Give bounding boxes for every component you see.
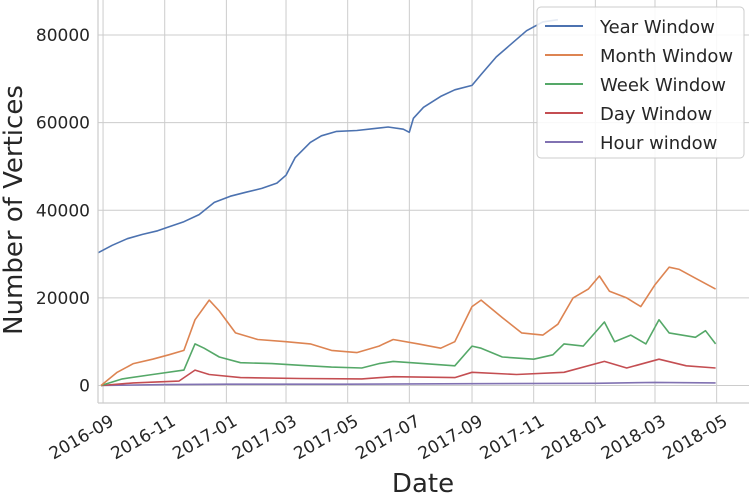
series-lines [97, 18, 717, 387]
legend: Year Window Month Window Week Window Day Wi… [536, 6, 745, 159]
y-tick-label: 0 [79, 376, 90, 396]
y-tick-label: 80000 [36, 26, 90, 46]
legend-label-week-window: Week Window [600, 75, 726, 96]
y-tick-labels: 0 20000 40000 60000 80000 [36, 26, 90, 396]
x-tick-label: 2017-09 [415, 411, 487, 464]
series-line-month-window [100, 266, 716, 387]
legend-label-day-window: Day Window [600, 104, 712, 125]
series-line-year-window [97, 18, 559, 254]
y-axis-title: Number of Vertices [0, 85, 29, 335]
y-tick-label: 40000 [36, 201, 90, 221]
gridlines [98, 0, 749, 403]
x-tick-labels: 2016-092016-112017-012017-032017-052017-… [46, 411, 731, 464]
x-tick-label: 2018-05 [660, 411, 732, 464]
series-line-week-window [100, 319, 717, 387]
x-tick-label: 2016-11 [108, 411, 180, 464]
x-tick-label: 2018-01 [538, 411, 610, 464]
x-tick-label: 2017-03 [229, 411, 301, 464]
x-tick-label: 2017-05 [291, 411, 363, 464]
legend-label-hour-window: Hour window [600, 133, 717, 154]
series-line-day-window [100, 358, 716, 387]
x-tick-label: 2017-07 [352, 411, 424, 464]
series-line-hour-window [100, 381, 716, 387]
x-tick-label: 2017-11 [477, 411, 549, 464]
legend-label-year-window: Year Window [599, 17, 715, 38]
x-tick-label: 2017-01 [169, 411, 241, 464]
legend-box [536, 6, 745, 159]
y-tick-label: 20000 [36, 289, 90, 309]
y-tick-label: 60000 [36, 114, 90, 134]
x-axis-title: Date [392, 469, 454, 499]
x-tick-label: 2018-03 [598, 411, 670, 464]
x-tick-label: 2016-09 [46, 411, 118, 464]
legend-label-month-window: Month Window [600, 46, 733, 67]
